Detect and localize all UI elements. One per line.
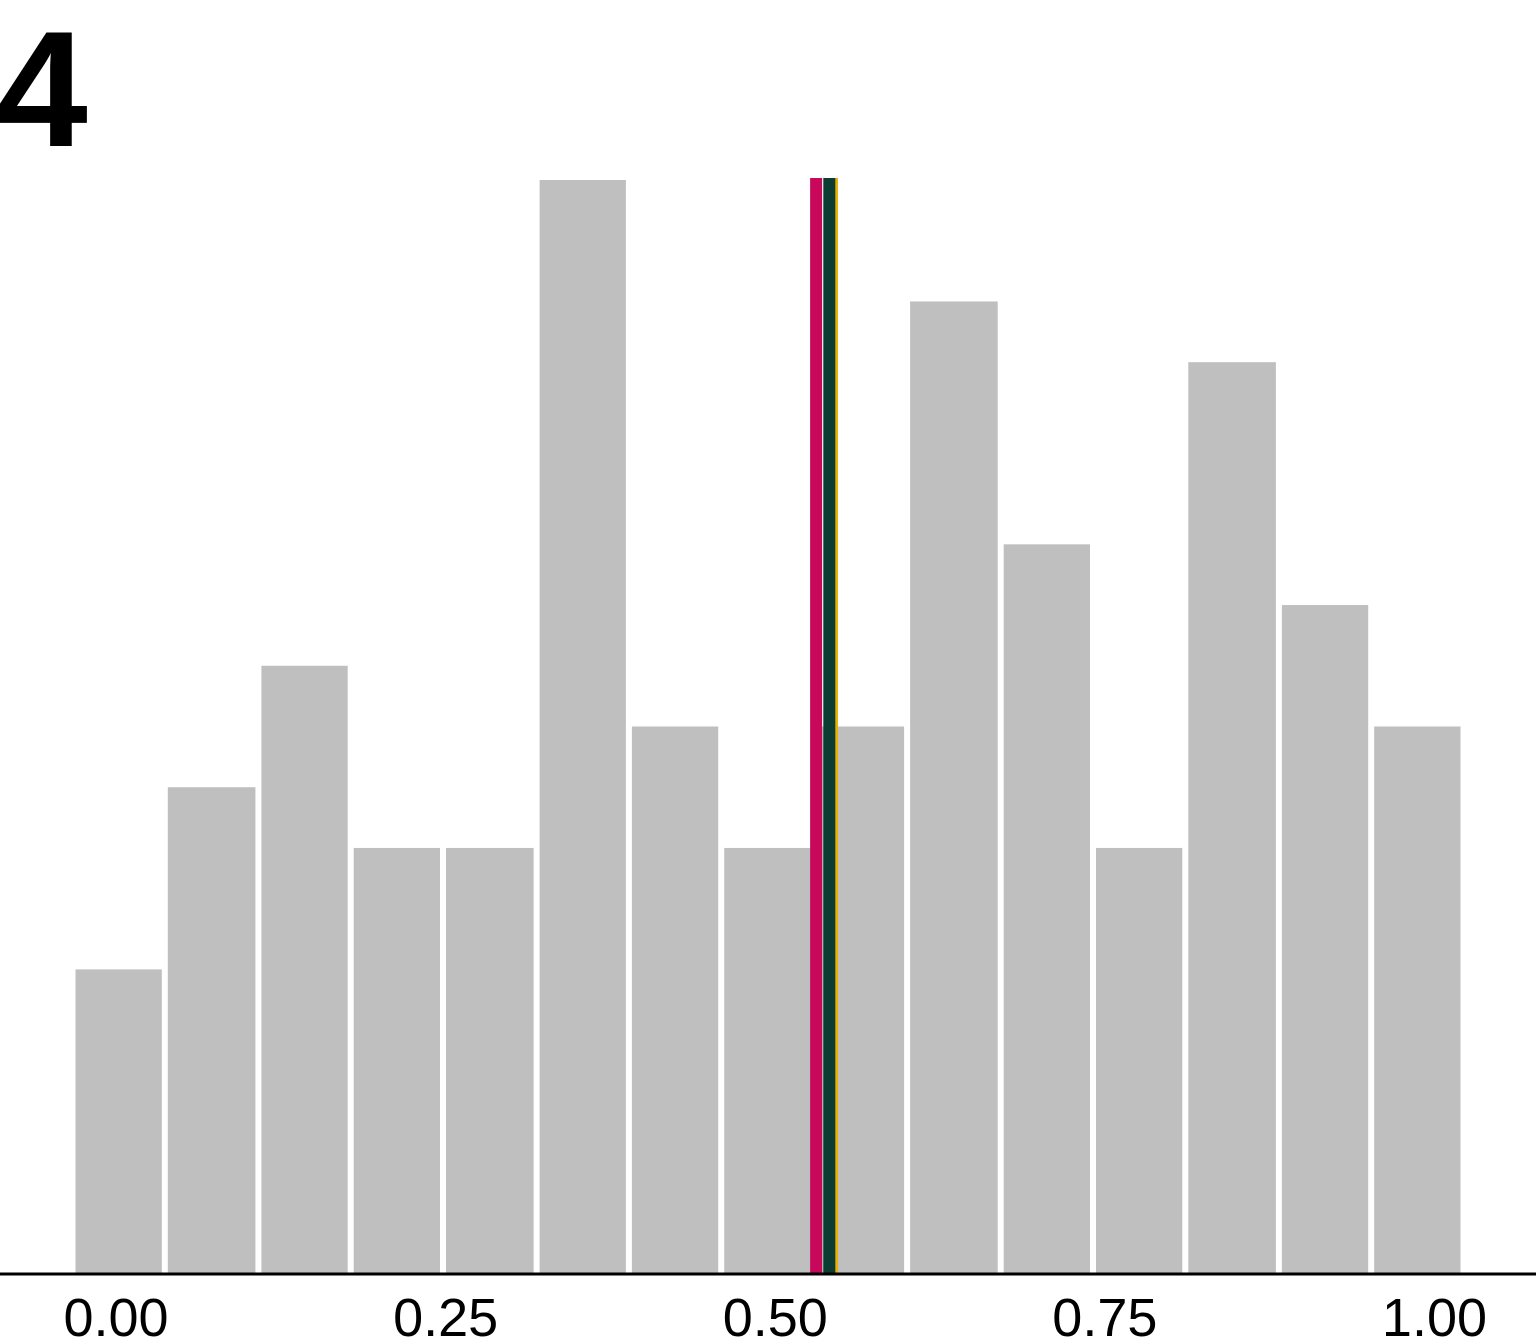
bar — [261, 665, 348, 1273]
x-tick-label: 0.50 — [723, 1288, 828, 1344]
bar — [75, 969, 162, 1273]
bar — [1188, 362, 1276, 1274]
bar — [724, 847, 812, 1273]
bar — [167, 787, 256, 1273]
bar — [910, 301, 998, 1273]
bar — [631, 726, 719, 1273]
panel-label: 4 — [0, 0, 88, 181]
bar — [1374, 726, 1461, 1273]
bar — [1095, 847, 1183, 1273]
bar — [353, 847, 441, 1273]
x-tick-label: 0.75 — [1052, 1288, 1157, 1344]
bar — [539, 180, 626, 1273]
x-tick-label: 0.25 — [393, 1288, 498, 1344]
x-tick-label: 0.00 — [63, 1288, 168, 1344]
x-tick-label: 1.00 — [1382, 1288, 1487, 1344]
bar — [1003, 544, 1090, 1273]
bar — [1281, 605, 1369, 1273]
bar — [446, 847, 534, 1273]
